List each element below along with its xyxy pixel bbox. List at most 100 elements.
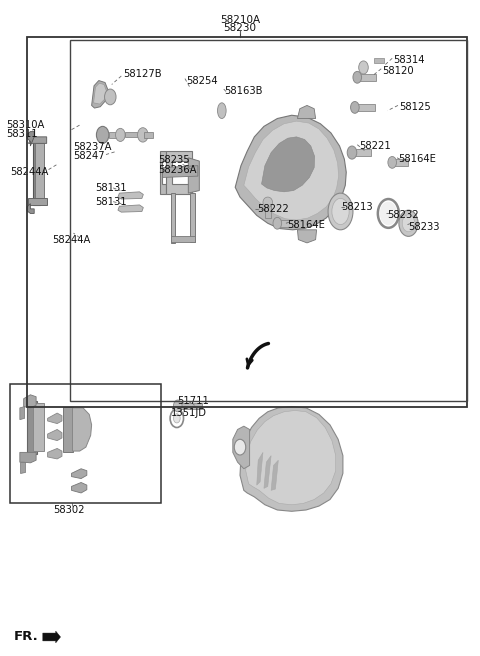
Bar [178,403,202,409]
Text: 58254: 58254 [186,75,218,85]
Text: 58236A: 58236A [158,165,197,174]
Ellipse shape [173,414,180,423]
Text: 1351JD: 1351JD [170,408,206,418]
Polygon shape [28,137,47,144]
Polygon shape [20,462,24,474]
Polygon shape [72,483,87,493]
Polygon shape [72,469,87,479]
Text: 58244A: 58244A [10,167,48,177]
Ellipse shape [380,201,397,225]
Text: 58213: 58213 [341,202,373,212]
Polygon shape [159,152,166,194]
Text: 58163B: 58163B [225,86,263,96]
Polygon shape [28,198,47,205]
Polygon shape [170,193,175,243]
Polygon shape [188,158,199,193]
Text: 58131: 58131 [96,197,127,207]
Polygon shape [170,236,194,241]
Polygon shape [27,132,34,146]
Polygon shape [27,401,36,454]
Polygon shape [43,631,60,643]
Text: 58221: 58221 [359,141,390,151]
Ellipse shape [116,129,125,142]
Text: 51711: 51711 [177,396,209,406]
Text: 58210A: 58210A [220,14,260,25]
Text: 58235: 58235 [158,155,190,165]
Ellipse shape [399,210,418,236]
Text: 58222: 58222 [257,204,288,214]
Polygon shape [48,430,62,441]
Polygon shape [264,456,271,488]
Ellipse shape [388,157,396,169]
Ellipse shape [263,197,273,207]
Ellipse shape [173,400,182,412]
Ellipse shape [402,215,415,232]
Text: 58233: 58233 [408,222,440,232]
Polygon shape [27,203,34,213]
Polygon shape [246,411,336,504]
Ellipse shape [217,103,226,119]
Polygon shape [48,449,62,459]
Bar [355,104,375,111]
Polygon shape [33,138,40,205]
Polygon shape [240,407,343,511]
Bar [10,384,161,503]
Text: 58314: 58314 [393,54,425,64]
Polygon shape [166,152,192,194]
Polygon shape [20,453,36,463]
Text: 58232: 58232 [387,211,419,220]
Text: 58131: 58131 [96,183,127,193]
Polygon shape [190,193,194,241]
Bar [357,74,376,81]
Text: 58302: 58302 [53,505,84,515]
Polygon shape [162,166,198,177]
Ellipse shape [234,440,246,455]
Ellipse shape [332,198,349,224]
Text: 58164E: 58164E [287,220,325,230]
Polygon shape [94,83,107,104]
Bar [393,159,408,166]
Polygon shape [235,115,346,230]
Polygon shape [35,144,44,200]
Ellipse shape [350,102,359,113]
Polygon shape [298,106,316,119]
Text: 58127B: 58127B [123,69,161,79]
Polygon shape [118,205,144,212]
Text: 58244A: 58244A [52,235,91,245]
Text: FR.: FR. [14,630,39,644]
Polygon shape [257,453,263,485]
Bar [352,149,371,157]
Bar [27,37,468,407]
Polygon shape [33,403,44,451]
Bar [144,132,153,138]
Bar [278,220,295,226]
Ellipse shape [328,193,353,230]
Polygon shape [24,395,36,408]
Polygon shape [20,407,24,420]
Text: 58310A: 58310A [6,120,45,130]
Bar [109,133,118,138]
Text: 58230: 58230 [224,23,256,33]
Text: 58237A: 58237A [73,142,112,152]
Bar [70,40,468,401]
Ellipse shape [96,127,109,144]
Polygon shape [48,413,62,424]
Ellipse shape [105,89,116,105]
Ellipse shape [353,72,361,83]
Bar [374,58,384,63]
Ellipse shape [347,146,357,159]
Bar [125,133,140,137]
Ellipse shape [359,61,368,74]
Polygon shape [92,81,108,108]
Text: 58125: 58125 [399,102,431,112]
Polygon shape [271,461,278,490]
Polygon shape [262,137,315,192]
Polygon shape [63,407,73,453]
Polygon shape [118,192,144,199]
Polygon shape [233,426,250,469]
Text: 58164E: 58164E [398,154,436,164]
Ellipse shape [273,217,282,229]
Text: 58247: 58247 [73,152,105,161]
Ellipse shape [138,128,148,142]
Polygon shape [244,121,338,220]
